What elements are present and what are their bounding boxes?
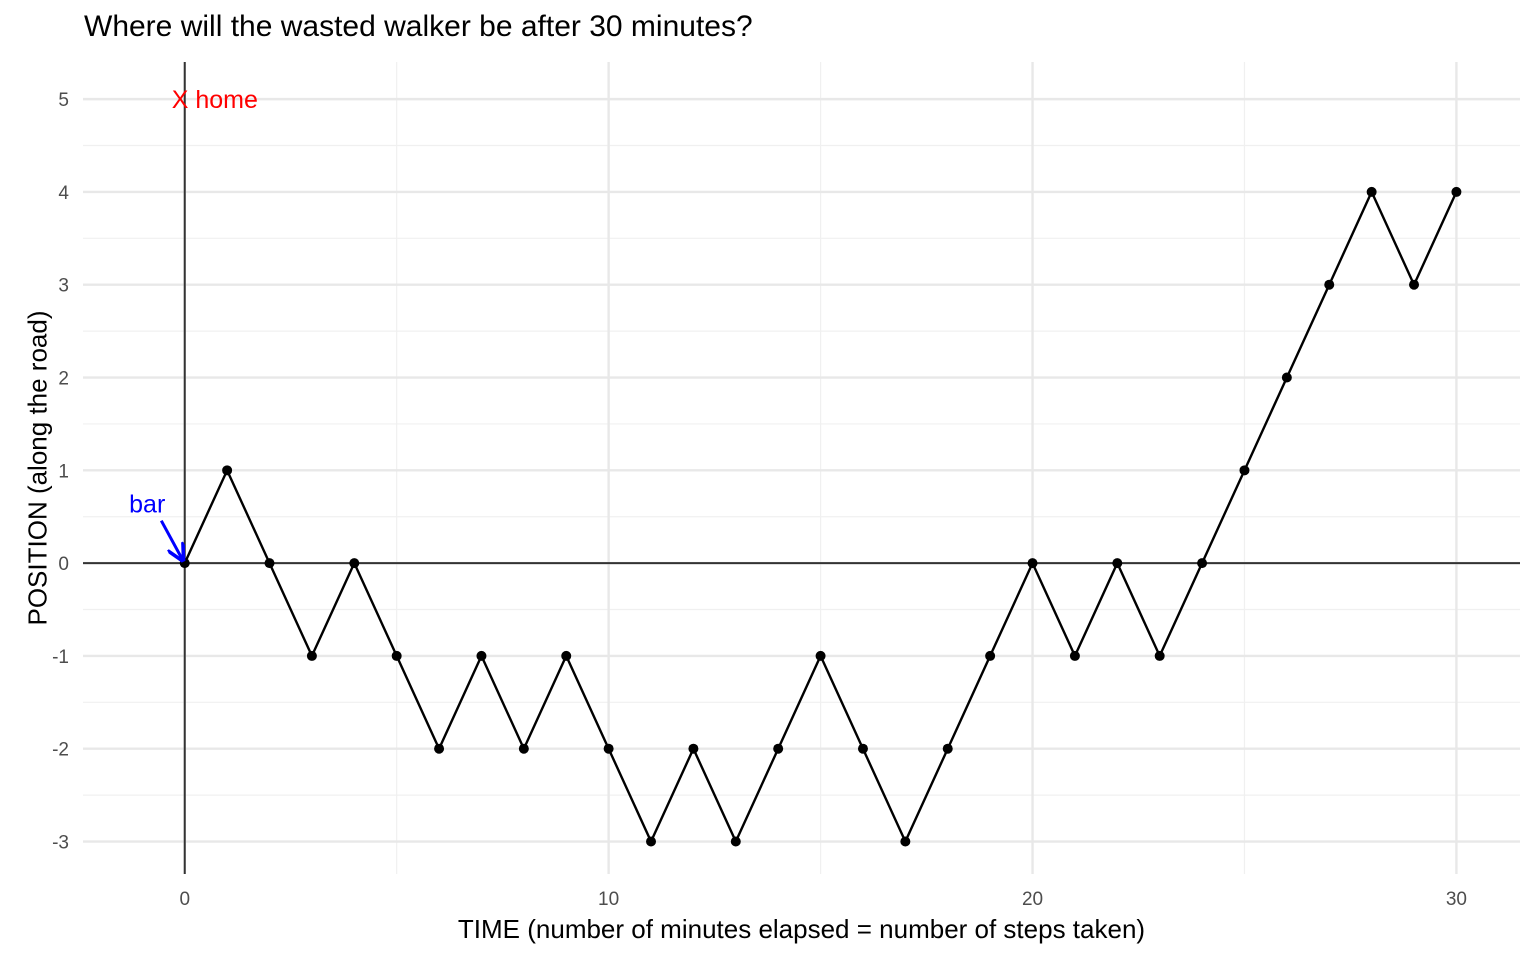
data-point (222, 465, 233, 476)
x-tick-label: 20 (1022, 889, 1043, 910)
bar-arrow (159, 520, 182, 560)
data-point (434, 743, 445, 754)
data-point (264, 558, 275, 569)
data-point (1197, 558, 1208, 569)
grid (83, 62, 1520, 874)
data-point (1154, 650, 1165, 661)
data-point (688, 743, 699, 754)
data-point (1409, 279, 1420, 290)
y-tick-label: 5 (58, 90, 69, 111)
data-point (646, 836, 657, 847)
data-point (900, 836, 911, 847)
y-tick-label: -3 (52, 833, 69, 854)
reference-lines (83, 62, 1520, 874)
data-point (1239, 465, 1250, 476)
y-axis-label: POSITION (along the road) (22, 310, 53, 626)
data-point (306, 650, 317, 661)
bar-annotation: bar (129, 491, 165, 519)
data-point (1451, 186, 1462, 197)
annotations: X home bar (129, 86, 258, 560)
data-point (603, 743, 614, 754)
y-tick-label: 0 (58, 554, 69, 575)
data-point (1069, 650, 1080, 661)
y-tick-label: -1 (52, 647, 69, 668)
y-tick-label: 4 (58, 183, 69, 204)
chart-title: Where will the wasted walker be after 30… (84, 10, 753, 43)
data-point (815, 650, 826, 661)
data-point (985, 650, 996, 661)
x-tick-label: 30 (1446, 889, 1467, 910)
data-point (730, 836, 741, 847)
data-point (942, 743, 953, 754)
x-tick-label: 10 (598, 889, 619, 910)
x-axis-label: TIME (number of minutes elapsed = number… (457, 914, 1146, 944)
x-tick-label: 0 (179, 889, 190, 910)
data-point (1027, 558, 1038, 569)
data-point (1112, 558, 1123, 569)
tick-labels: 0 10 20 30 -3 -2 -1 0 1 2 3 4 5 (52, 90, 1467, 910)
data-point (391, 650, 402, 661)
data-point (1324, 279, 1335, 290)
data-point (857, 743, 868, 754)
y-tick-label: -2 (52, 740, 69, 761)
y-tick-label: 3 (58, 276, 69, 297)
data-point (518, 743, 529, 754)
data-point (773, 743, 784, 754)
data-point (1366, 186, 1377, 197)
y-tick-label: 1 (58, 461, 69, 482)
data-point (1281, 372, 1292, 383)
home-annotation: X home (172, 86, 258, 114)
data-point (349, 558, 360, 569)
data-point (476, 650, 487, 661)
y-tick-label: 2 (58, 369, 69, 390)
data-point (561, 650, 572, 661)
